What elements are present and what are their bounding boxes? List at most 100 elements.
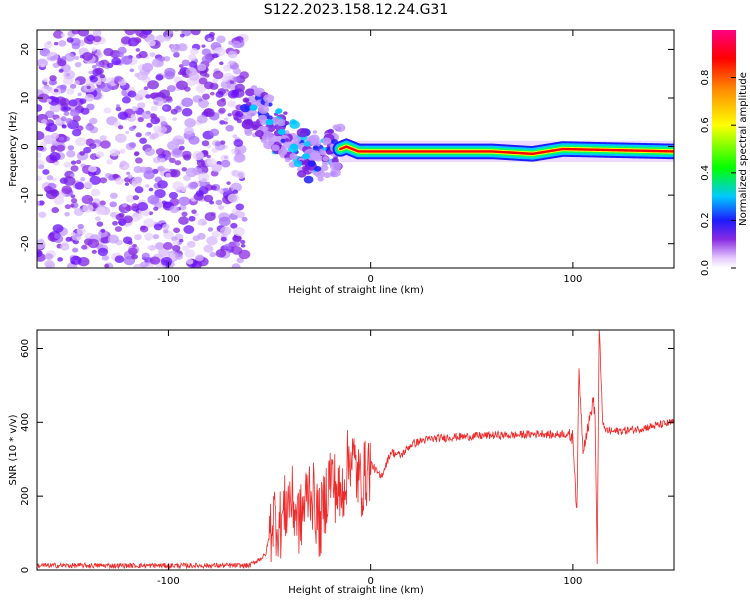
heatmap-noise-blob	[80, 107, 90, 115]
heatmap-noise-blob	[121, 96, 131, 104]
heatmap-noise-blob	[81, 244, 88, 250]
heatmap-noise-blob	[134, 72, 140, 78]
heatmap-noise-blob	[61, 56, 67, 61]
heatmap-noise-blob	[143, 170, 155, 180]
heatmap-noise-blob	[60, 243, 70, 251]
heatmap-noise-blob	[69, 83, 77, 89]
heatmap-transition-blob	[293, 160, 303, 168]
heatmap-noise-blob	[77, 92, 82, 97]
heatmap-noise-blob	[74, 61, 82, 68]
heatmap-transition-blob	[322, 137, 332, 145]
heatmap-noise-blob	[96, 221, 104, 227]
heatmap-noise-blob	[52, 177, 57, 182]
heatmap-noise-blob	[44, 259, 55, 268]
heatmap-noise-blob	[204, 184, 214, 191]
heatmap-noise-blob	[109, 201, 117, 208]
heatmap-noise-blob	[97, 247, 109, 257]
heatmap-noise-blob	[71, 233, 82, 241]
heatmap-noise-blob	[63, 111, 70, 116]
heatmap-noise-blob	[181, 188, 187, 193]
heatmap-noise-blob	[37, 249, 43, 258]
heatmap-noise-blob	[87, 122, 92, 127]
heatmap-noise-blob	[202, 221, 207, 225]
heatmap-noise-blob	[179, 33, 185, 38]
heatmap-noise-blob	[92, 204, 98, 208]
heatmap-noise-blob	[109, 211, 117, 218]
heatmap-noise-blob	[37, 58, 48, 68]
heatmap-noise-blob	[136, 71, 148, 81]
snr-y-axis: 0 200 400 600	[20, 339, 674, 573]
heatmap-noise-blob	[144, 232, 154, 241]
heatmap-noise-blob	[45, 126, 52, 132]
heatmap-noise-blob	[132, 195, 140, 201]
heatmap-noise-blob	[172, 244, 181, 252]
heatmap-noise-blob	[49, 151, 61, 161]
heatmap-noise-blob	[63, 161, 72, 168]
heatmap-transition-blob	[260, 138, 268, 144]
heatmap-noise-blob	[134, 186, 144, 194]
heatmap-noise-blob	[141, 62, 154, 72]
heatmap-noise-blob	[82, 51, 93, 61]
heatmap-noise-blob	[206, 154, 211, 159]
heatmap-transition-node	[301, 153, 310, 160]
heatmap-noise-blob	[143, 211, 150, 217]
heatmap-noise-blob	[104, 263, 110, 268]
heatmap-noise-blob	[61, 124, 67, 129]
heatmap-noise-blob	[80, 177, 86, 182]
heatmap-noise-blob	[185, 167, 198, 178]
heatmap-noise-blob	[170, 169, 181, 178]
snr-x-tick-label: 0	[367, 576, 373, 587]
heatmap-noise-blob	[216, 35, 226, 43]
heatmap-noise-blob	[207, 227, 214, 232]
heatmap-noise-blob	[89, 117, 98, 125]
heatmap-noise-blob	[224, 243, 232, 250]
heatmap-noise-blob	[54, 118, 62, 124]
heatmap-noise-blob	[65, 117, 73, 124]
heatmap-noise-blob	[43, 78, 49, 83]
heatmap-noise-blob	[60, 116, 67, 122]
heatmap-noise-blob	[63, 106, 68, 111]
heatmap-noise-blob	[171, 148, 184, 158]
heatmap-noise-blob	[239, 71, 250, 79]
heatmap-noise-blob	[49, 75, 57, 82]
heatmap-noise-blob	[126, 171, 131, 175]
heatmap-noise-blob	[37, 93, 50, 103]
heatmap-noise-blob	[181, 59, 190, 67]
heatmap-noise-blob	[125, 130, 130, 135]
heatmap-noise-blob	[212, 78, 219, 84]
heatmap-transition-blob	[303, 175, 314, 184]
heatmap-noise-blob	[228, 60, 235, 66]
heatmap-noise-blob	[63, 69, 76, 80]
heatmap-noise-blob	[132, 243, 137, 248]
heatmap-noise-blob	[220, 154, 230, 162]
heatmap-noise-blob	[160, 256, 173, 266]
heatmap-noise-blob	[235, 203, 245, 211]
heatmap-noise-blob	[220, 226, 232, 236]
heatmap-noise-blob	[137, 102, 146, 109]
heatmap-noise-blob	[164, 154, 172, 160]
heatmap-noise-blob	[233, 76, 241, 83]
heatmap-noise-blob	[44, 253, 54, 260]
heatmap-noise-blob	[114, 255, 125, 264]
heatmap-noise-blob	[148, 187, 154, 192]
heatmap-noise-blob	[184, 126, 194, 135]
heatmap-noise-blob	[95, 151, 105, 158]
heatmap-noise-blob	[227, 50, 238, 59]
heatmap-noise-blob	[57, 257, 63, 262]
heatmap-transition-blob	[263, 94, 275, 103]
colorbar-tick-label: 0.6	[700, 117, 711, 133]
heatmap-noise-blob	[114, 75, 123, 83]
heatmap-noise-blob	[203, 108, 215, 118]
snr-y-tick-label: 400	[20, 413, 31, 432]
snr-panel: -100 0 100 0 200 400 600 Height of straight l…	[8, 329, 675, 596]
heatmap-noise-blob	[177, 71, 183, 76]
heatmap-noise-blob	[152, 97, 165, 107]
heatmap-noise-blob	[100, 140, 111, 149]
heatmap-noise-blob	[119, 148, 126, 154]
heatmap-noise-blob	[168, 157, 176, 164]
heatmap-noise-blob	[177, 43, 188, 52]
heatmap-noise-blob	[139, 225, 149, 233]
heatmap-noise-blob	[133, 165, 143, 174]
